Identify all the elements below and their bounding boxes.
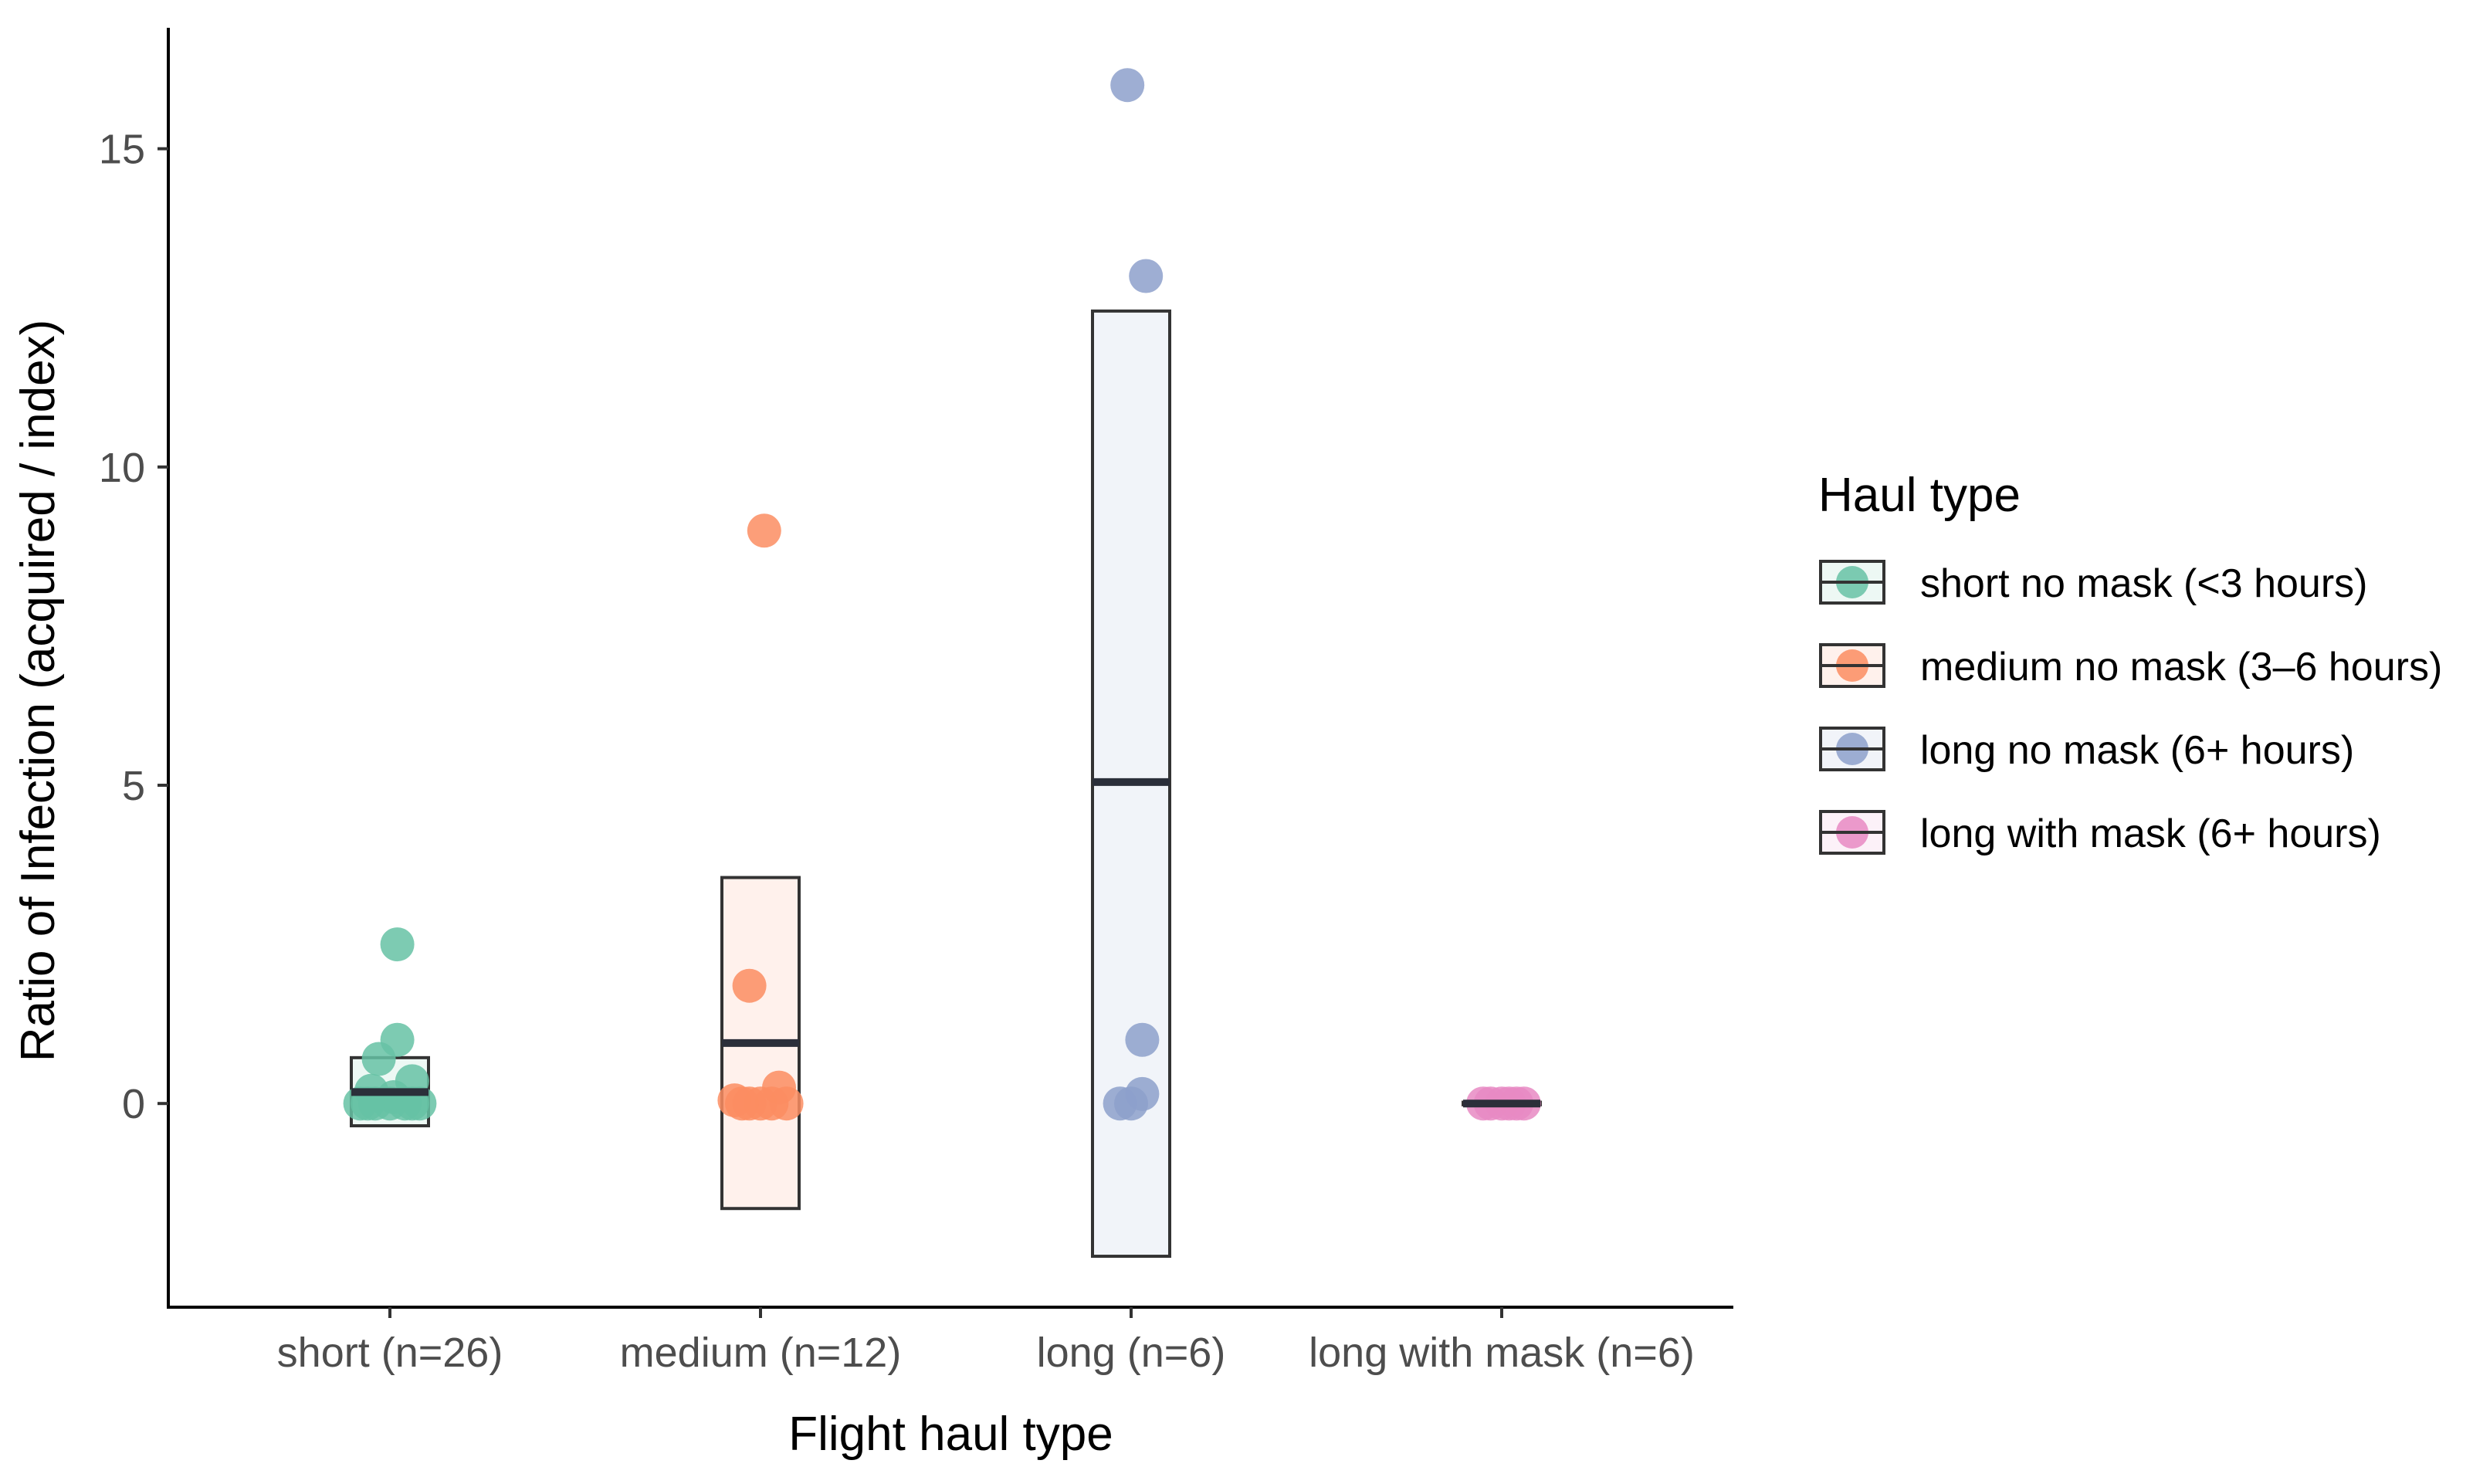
points-layer [343, 68, 1541, 1121]
legend-title: Haul type [1818, 469, 2021, 522]
data-point [1129, 259, 1164, 293]
data-point [361, 1042, 396, 1076]
x-tick-label: medium (n=12) [620, 1330, 902, 1376]
legend: Haul type short no mask (<3 hours) medium… [1818, 469, 2442, 856]
data-point [747, 513, 781, 548]
legend-label: long with mask (6+ hours) [1920, 811, 2381, 856]
x-tick-label: long (n=6) [1037, 1330, 1226, 1376]
y-tick-label: 10 [99, 445, 145, 491]
data-point [1114, 1086, 1148, 1121]
legend-label: long no mask (6+ hours) [1920, 728, 2354, 773]
x-tick-label: short (n=26) [277, 1330, 503, 1376]
x-tick-label: long with mask (n=6) [1309, 1330, 1695, 1376]
x-ticks: short (n=26) medium (n=12) long (n=6) long … [277, 1307, 1695, 1376]
boxes-layer [350, 309, 1542, 1259]
data-point [769, 1086, 804, 1121]
y-axis-title: Ratio of Infection (acquired / index) [12, 320, 65, 1062]
y-tick-label: 15 [99, 127, 145, 173]
axes-layer [167, 28, 1733, 1309]
data-point [725, 1086, 759, 1121]
y-ticks: 0 5 10 15 [99, 127, 168, 1127]
x-axis-title: Flight haul type [788, 1408, 1113, 1461]
legend-label: short no mask (<3 hours) [1920, 561, 2367, 606]
data-point [380, 927, 415, 962]
legend-label: medium no mask (3–6 hours) [1920, 645, 2442, 689]
medians-layer [351, 778, 1540, 1108]
data-point [1110, 68, 1145, 103]
data-point [732, 968, 767, 1003]
data-point [1125, 1022, 1160, 1057]
y-tick-label: 0 [122, 1081, 145, 1127]
y-tick-label: 5 [122, 763, 145, 809]
